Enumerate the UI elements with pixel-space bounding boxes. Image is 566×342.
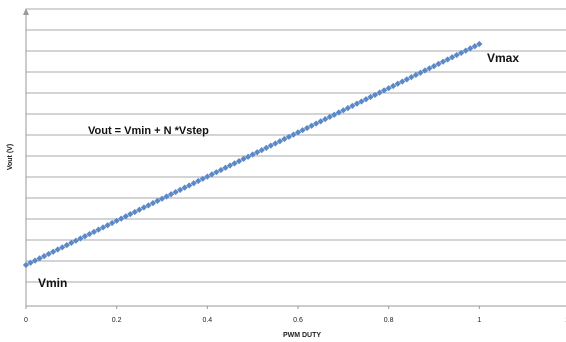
vmin-annotation: Vmin	[38, 276, 67, 290]
x-tick-label: 0	[24, 317, 28, 324]
x-tick-label: 0.2	[112, 317, 122, 324]
x-tick-label: 0.4	[202, 317, 212, 324]
x-axis-title: PWM DUTY	[283, 332, 321, 339]
gridlines	[26, 9, 566, 282]
vmax-annotation: Vmax	[487, 51, 519, 65]
x-tick-label: 0.6	[293, 317, 303, 324]
x-tick-label: 0.8	[384, 317, 394, 324]
x-tick-label: 1	[477, 317, 481, 324]
data-series	[23, 41, 483, 268]
y-axis-title: Vout (V)	[7, 144, 14, 170]
equation-annotation: Vout = Vmin + N *Vstep	[88, 125, 209, 137]
x-ticks: 00.20.40.60.811.2	[24, 306, 566, 324]
